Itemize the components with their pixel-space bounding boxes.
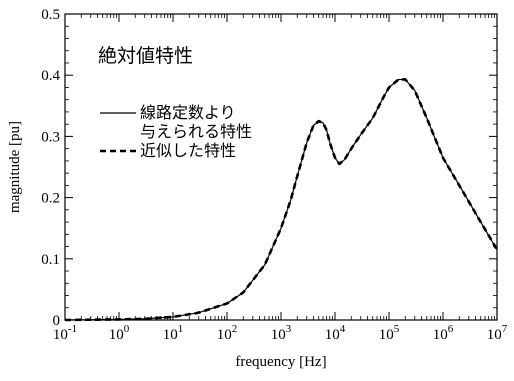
series-lines — [64, 78, 499, 322]
x-tick-label: 103 — [271, 323, 292, 343]
x-tick-label: 100 — [109, 323, 130, 343]
x-tick-label: 107 — [487, 323, 508, 343]
y-tick-label: 0.5 — [41, 7, 60, 23]
legend-label: 近似した特性 — [140, 141, 236, 160]
approx-series-line — [64, 78, 499, 322]
x-tick-label: 101 — [163, 323, 184, 343]
y-tick-label: 0.2 — [41, 191, 60, 207]
y-tick-label: 0.1 — [41, 252, 60, 268]
y-axis-label: magnitude [pu] — [7, 121, 23, 213]
x-tick-label: 10-1 — [53, 323, 77, 343]
x-axis-label: frequency [Hz] — [235, 354, 326, 370]
y-tick-label: 0 — [53, 313, 61, 329]
x-tick-label: 102 — [217, 323, 238, 343]
line-constant-series-line — [64, 78, 498, 321]
legend-label: 線路定数より — [140, 103, 236, 122]
x-tick-label: 104 — [325, 323, 346, 343]
chart-title: 絶対値特性 — [98, 45, 193, 67]
y-tick-label: 0.4 — [41, 68, 60, 84]
x-tick-labels: 10-1 100 101 102 103 104 105 106 107 — [53, 323, 508, 343]
x-tick-label: 106 — [433, 323, 454, 343]
y-tick-labels: 0 0.1 0.2 0.3 0.4 0.5 — [41, 7, 60, 329]
x-tick-label: 105 — [379, 323, 400, 343]
y-tick-label: 0.3 — [41, 129, 60, 145]
legend-label: 与えられる特性 — [140, 122, 252, 141]
axis-ticks — [64, 13, 498, 321]
